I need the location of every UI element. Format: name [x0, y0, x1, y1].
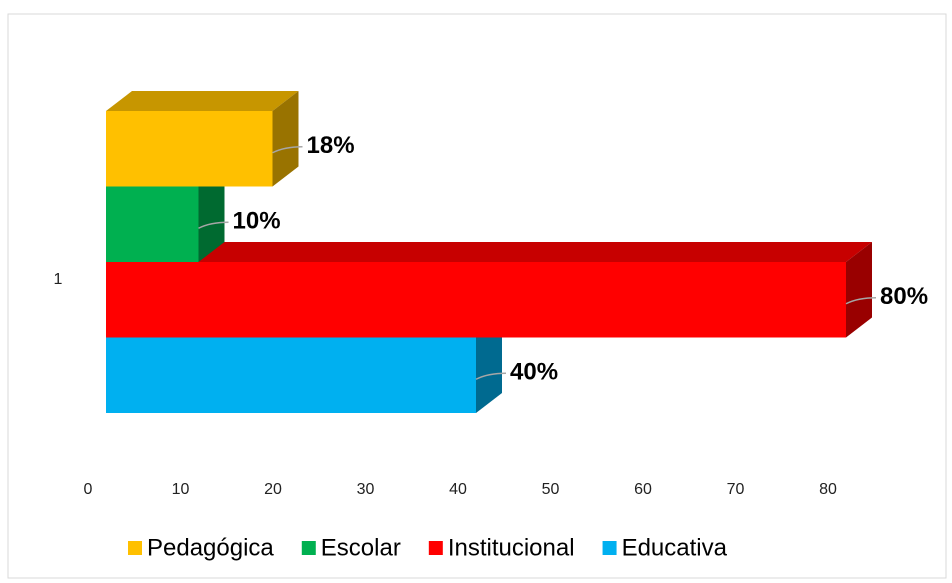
x-tick-label: 50: [542, 481, 560, 498]
bar-side: [272, 91, 299, 187]
value-label: 18%: [307, 132, 355, 159]
x-tick-label: 10: [172, 481, 190, 498]
bar-side: [198, 166, 225, 262]
legend-swatch: [428, 541, 443, 555]
bar-side: [476, 317, 502, 413]
x-tick-label: 20: [264, 481, 282, 498]
y-tick-label: 1: [54, 271, 63, 288]
value-label: 40%: [510, 359, 558, 386]
leader-line: [475, 372, 507, 380]
x-tick-label: 30: [357, 481, 375, 498]
x-tick-label: 40: [449, 481, 467, 498]
legend-swatch: [602, 541, 617, 555]
legend-swatch: [301, 541, 316, 555]
legend-label: Escolar: [321, 534, 401, 561]
value-label: 80%: [880, 283, 928, 310]
bar-side: [846, 242, 872, 338]
legend-label: Pedagógica: [147, 534, 274, 561]
bar-top: [106, 91, 299, 111]
x-tick-label: 70: [727, 481, 745, 498]
bar: [106, 111, 273, 187]
bar-top: [106, 242, 872, 262]
leader-line: [198, 221, 229, 229]
bar: [106, 337, 476, 413]
x-tick-label: 80: [819, 481, 837, 498]
legend-label: Educativa: [622, 534, 728, 561]
leader-line: [845, 297, 877, 305]
x-tick-label: 60: [634, 481, 652, 498]
legend-swatch: [128, 541, 142, 555]
bar: [106, 186, 199, 262]
leader-line: [272, 146, 303, 154]
x-tick-label: 0: [84, 481, 93, 498]
value-label: 10%: [233, 208, 281, 235]
bar: [106, 262, 846, 338]
legend-label: Institucional: [448, 534, 575, 561]
